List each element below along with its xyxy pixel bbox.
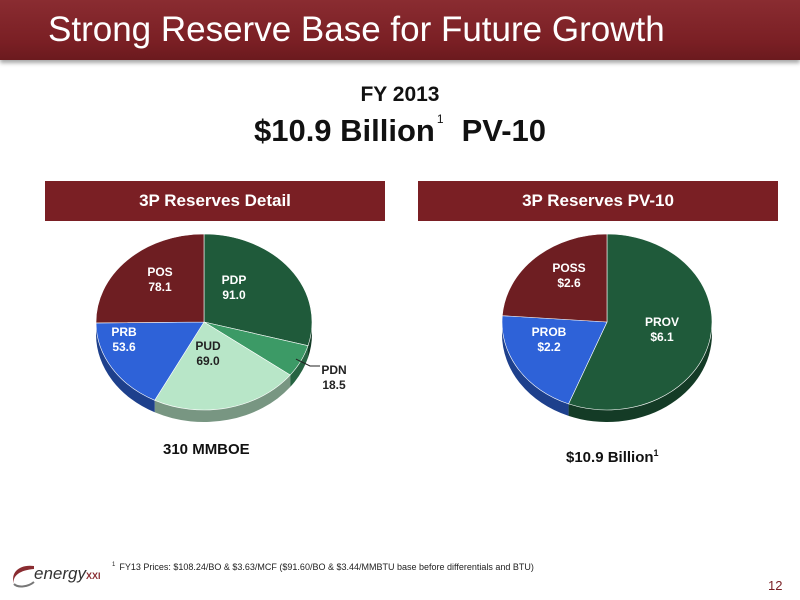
- pie-slice-pdp: [203, 233, 313, 347]
- reserves-pv10-total: $10.9 Billion1: [566, 448, 659, 466]
- pie-slice-prb: [95, 321, 205, 401]
- slice-name-pdp: PDP: [222, 273, 247, 287]
- slice-name-poss: POSS: [552, 261, 585, 275]
- company-logo: energyXXI: [8, 560, 101, 590]
- headline-value: $10.9 Billion: [253, 113, 435, 148]
- pie-slice-poss: [501, 233, 608, 323]
- footnote: 1 FY13 Prices: $108.24/BO & $3.63/MCF ($9…: [112, 562, 534, 572]
- slice-name-pdn: PDN: [321, 363, 346, 377]
- slice-value-pdp: 91.0: [222, 288, 246, 302]
- logo-sub-text: XXI: [85, 571, 101, 581]
- pv10-total-value: $10.9 Billion: [566, 449, 654, 466]
- slice-name-pos: POS: [147, 265, 172, 279]
- reserves-detail-total: 310 MMBOE: [163, 441, 250, 458]
- title-bar: Strong Reserve Base for Future Growth: [0, 0, 800, 60]
- pv10-total-footnote: 1: [653, 448, 659, 458]
- slice-value-pud: 69.0: [196, 354, 220, 368]
- slice-value-prob: $2.2: [537, 340, 561, 354]
- logo-swoosh-icon: [13, 565, 35, 588]
- pie-chart-1: PROV$6.1 PROB$2.2 POSS$2.6: [501, 233, 713, 422]
- pie-slice-pos: [95, 233, 205, 324]
- pie-side-prov: [568, 322, 713, 422]
- headline-metric: PV-10: [461, 113, 547, 148]
- reserves-detail-header: 3P Reserves Detail: [45, 181, 385, 221]
- footnote-marker: 1: [112, 562, 116, 568]
- slice-name-prob: PROB: [532, 325, 567, 339]
- pie-side-pud: [154, 375, 291, 423]
- logo-word-text: energy: [34, 564, 86, 583]
- headline-footnote-marker: 1: [436, 112, 444, 126]
- page-number: 12: [768, 578, 783, 593]
- footnote-text: FY13 Prices: $108.24/BO & $3.63/MCF ($91…: [119, 562, 534, 572]
- fiscal-year: FY 2013: [360, 83, 440, 106]
- pie-side-prob: [502, 322, 569, 416]
- pie-side-prb: [96, 322, 155, 413]
- slice-value-prov: $6.1: [650, 330, 674, 344]
- reserves-pv10-header: 3P Reserves PV-10: [418, 181, 778, 221]
- pie-slice-pud: [154, 321, 291, 411]
- pie-side-pdn: [290, 345, 309, 388]
- slice-value-poss: $2.6: [557, 276, 581, 290]
- slice-name-pud: PUD: [195, 339, 221, 353]
- slice-value-prb: 53.6: [112, 340, 136, 354]
- slide-title: Strong Reserve Base for Future Growth: [48, 10, 665, 49]
- leader-line-pdn: [295, 358, 320, 367]
- slice-value-pdn: 18.5: [322, 378, 346, 392]
- pie-slice-prob: [501, 315, 608, 405]
- slice-name-prb: PRB: [111, 325, 137, 339]
- pie-slice-prov: [568, 233, 713, 411]
- headline: $10.9 Billion 1 PV-10: [0, 112, 800, 149]
- slice-value-pos: 78.1: [148, 280, 172, 294]
- logo-word: energyXXI: [34, 564, 101, 584]
- slice-name-prov: PROV: [645, 315, 679, 329]
